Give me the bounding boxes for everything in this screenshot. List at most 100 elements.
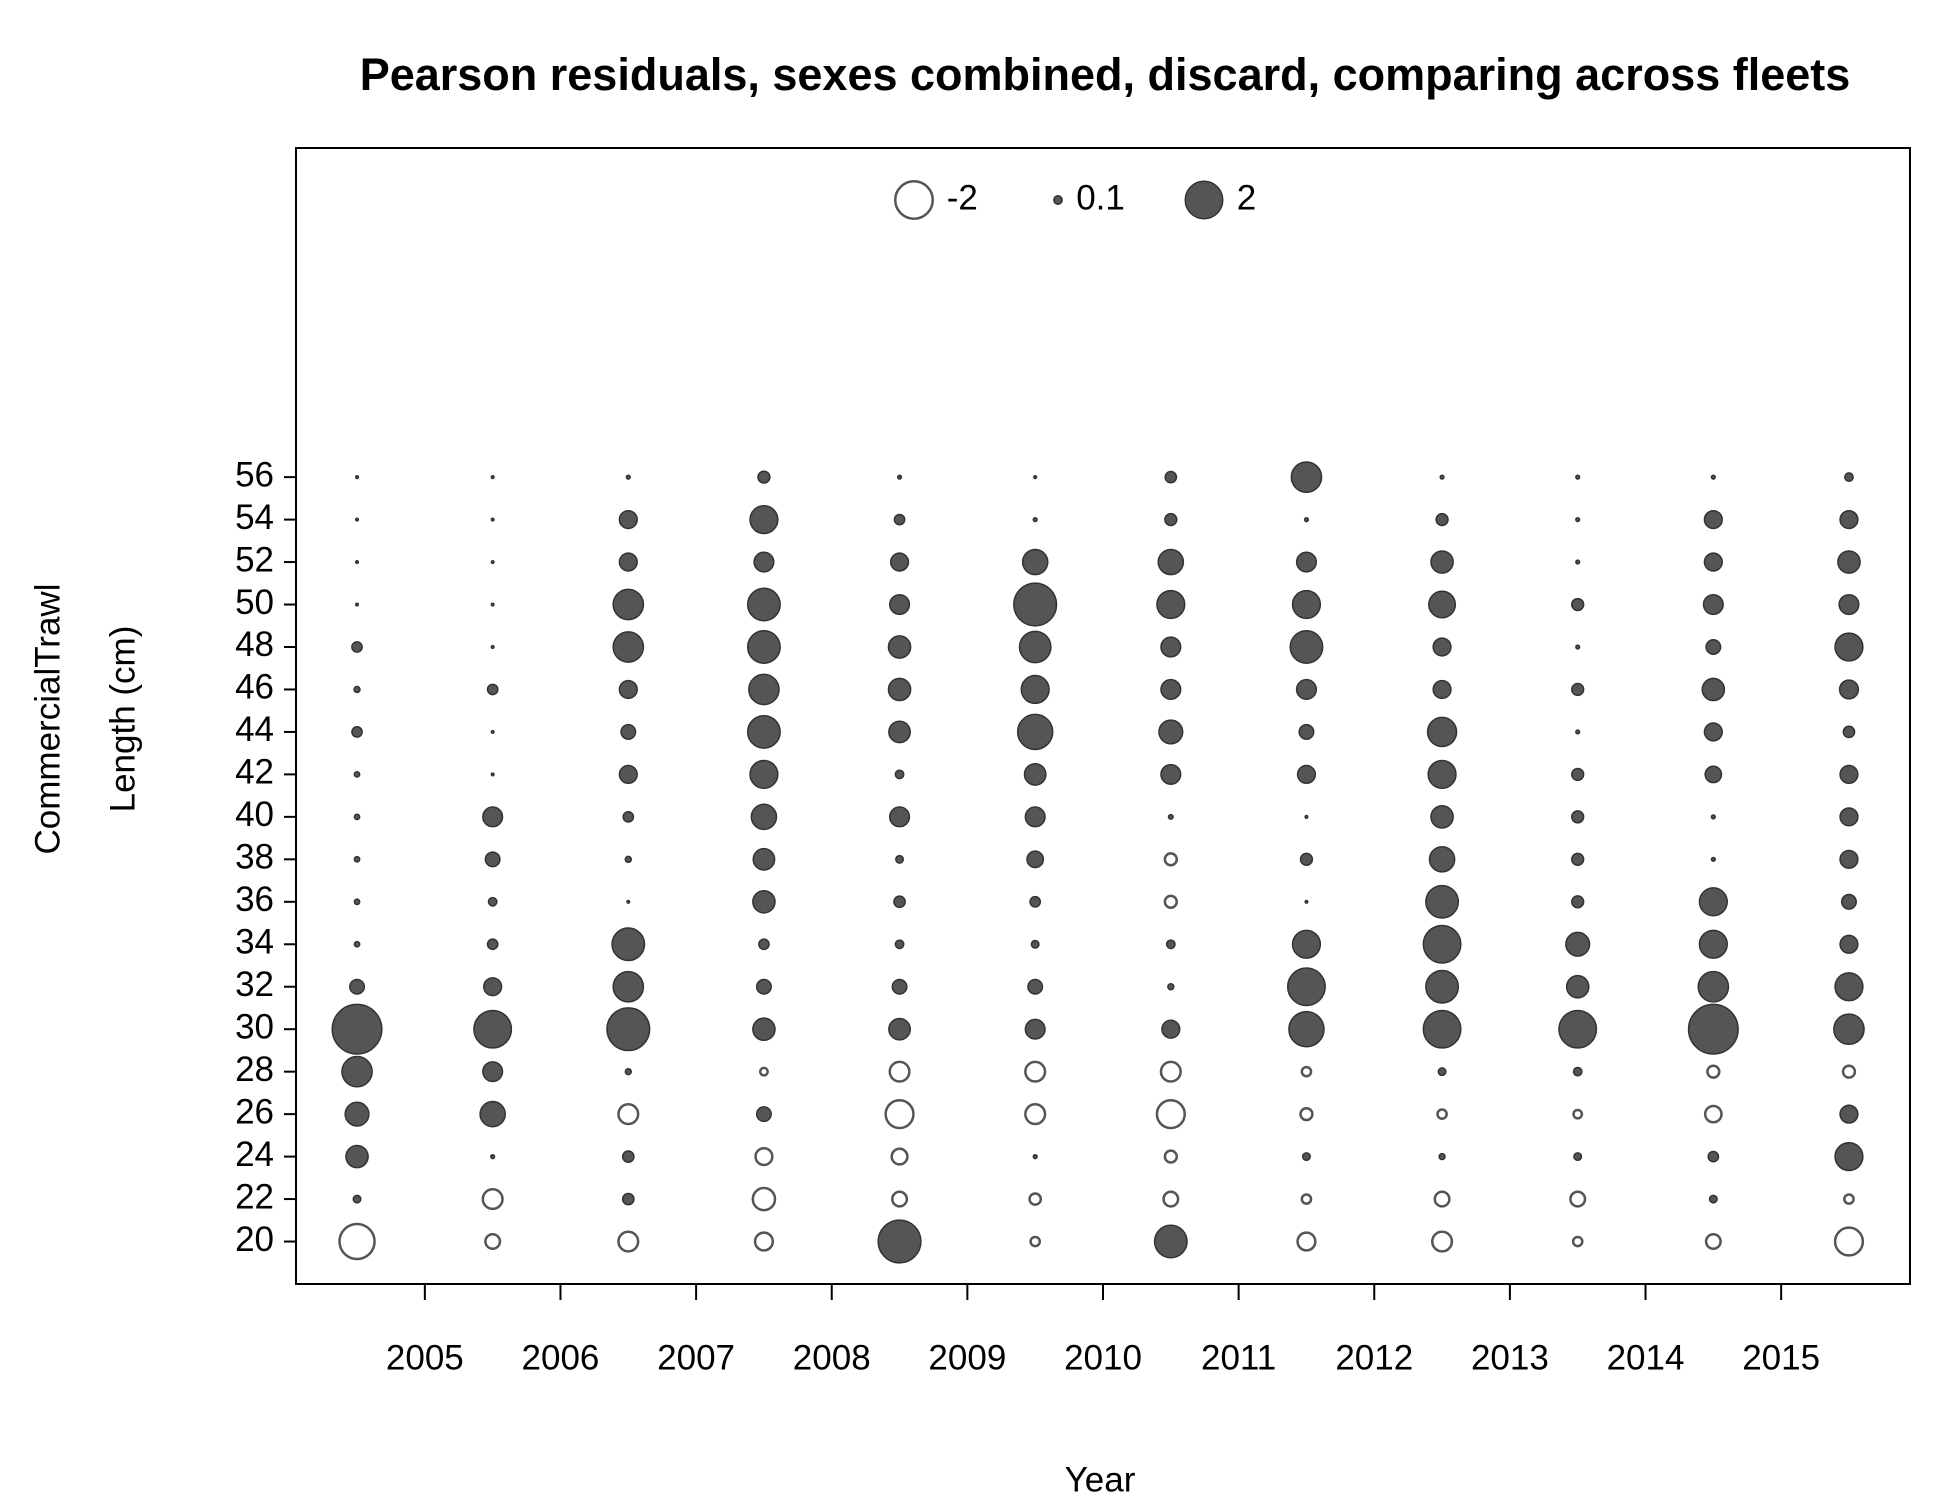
bubble — [1575, 559, 1581, 565]
bubble — [1159, 1060, 1182, 1083]
bubble — [479, 1100, 506, 1128]
bubble — [1569, 1190, 1587, 1208]
bubble — [758, 938, 770, 951]
bubble — [1162, 1190, 1180, 1208]
bubble — [1572, 1066, 1583, 1077]
x-tick-label: 2009 — [928, 1338, 1006, 1377]
legend-label: 2 — [1237, 178, 1256, 217]
y-tick-label: 32 — [235, 965, 274, 1004]
bubble — [1163, 852, 1178, 867]
bubble — [618, 509, 638, 530]
bubble — [1571, 767, 1585, 782]
bubble — [617, 1103, 640, 1126]
bubble — [1158, 719, 1184, 745]
x-tick-label: 2006 — [522, 1338, 600, 1377]
bubble — [1571, 810, 1585, 824]
y-tick-label: 40 — [235, 795, 274, 834]
bubble — [1029, 1235, 1042, 1248]
bubble — [888, 720, 911, 744]
bubble — [618, 764, 638, 785]
bubble — [490, 644, 495, 650]
bubble — [1703, 509, 1723, 530]
bubble — [1844, 472, 1854, 483]
bubble — [1702, 593, 1724, 616]
bubble — [606, 1007, 651, 1052]
bubble — [755, 1106, 772, 1123]
bubble — [1704, 1233, 1722, 1251]
bubble — [1299, 1106, 1314, 1122]
bubble — [1705, 638, 1722, 655]
plot-frame — [295, 147, 1911, 1285]
bubble — [888, 1017, 911, 1041]
bubble — [1291, 929, 1322, 959]
bubble — [894, 769, 905, 780]
bubble — [1430, 550, 1454, 574]
bubble — [749, 759, 779, 790]
bubble — [1024, 1060, 1047, 1083]
bubble — [1710, 856, 1716, 862]
bubble — [612, 970, 645, 1003]
y-tick-label: 56 — [235, 455, 274, 494]
bubble — [621, 1192, 635, 1206]
bubble — [1024, 1103, 1047, 1126]
bubble — [1430, 1230, 1454, 1253]
bubble — [1572, 1108, 1584, 1120]
bubble — [1703, 722, 1723, 742]
bubble — [1842, 725, 1856, 739]
bubble — [1837, 550, 1861, 574]
bubble — [891, 978, 908, 995]
bubble — [620, 723, 637, 740]
bubble — [1575, 729, 1581, 735]
bubble — [1839, 509, 1859, 530]
x-tick-label: 2015 — [1742, 1338, 1820, 1377]
bubble — [888, 1060, 911, 1083]
bubble — [1838, 593, 1860, 616]
bubble — [894, 939, 905, 950]
bubble — [353, 770, 361, 778]
y-tick-label: 24 — [235, 1135, 274, 1174]
bubble — [490, 517, 495, 522]
bubble — [757, 470, 771, 484]
bubble — [1290, 461, 1323, 493]
bubble — [1024, 1018, 1046, 1040]
bubble — [1165, 939, 1176, 950]
bubble — [1157, 548, 1185, 576]
bubble — [353, 813, 361, 821]
bubble — [1710, 474, 1716, 480]
bubble — [1026, 850, 1045, 869]
legend-bubble — [894, 180, 934, 220]
bubble — [624, 855, 633, 864]
bubble — [338, 1222, 376, 1261]
bubble — [746, 587, 781, 622]
y-tick-label: 26 — [235, 1092, 274, 1131]
bubble — [1155, 1098, 1186, 1130]
bubble — [1565, 931, 1591, 957]
bubble — [1426, 716, 1458, 748]
bubble — [754, 1146, 774, 1167]
bubble — [1021, 548, 1049, 576]
bubble — [750, 803, 778, 831]
bubble — [1291, 589, 1322, 620]
bubble — [1296, 1231, 1317, 1252]
bubble — [351, 726, 363, 738]
bubble — [612, 631, 645, 663]
bubble — [752, 889, 776, 914]
x-tick-label: 2005 — [386, 1338, 464, 1377]
y-tick-label: 42 — [235, 753, 274, 792]
bubble — [1163, 1149, 1178, 1164]
bubble — [1161, 1019, 1181, 1039]
bubble — [1299, 852, 1314, 867]
bubble — [1571, 852, 1585, 867]
bubble — [354, 475, 360, 480]
bubble — [1834, 632, 1864, 662]
bubble — [1697, 970, 1730, 1003]
x-tick-label: 2007 — [657, 1338, 735, 1377]
bubble — [1840, 893, 1857, 910]
bubble — [1833, 1226, 1865, 1257]
bubble — [490, 602, 495, 607]
bubble — [1573, 1152, 1583, 1162]
bubble — [1164, 512, 1178, 527]
bubble — [1304, 814, 1309, 819]
y-tick-label: 30 — [235, 1007, 274, 1046]
